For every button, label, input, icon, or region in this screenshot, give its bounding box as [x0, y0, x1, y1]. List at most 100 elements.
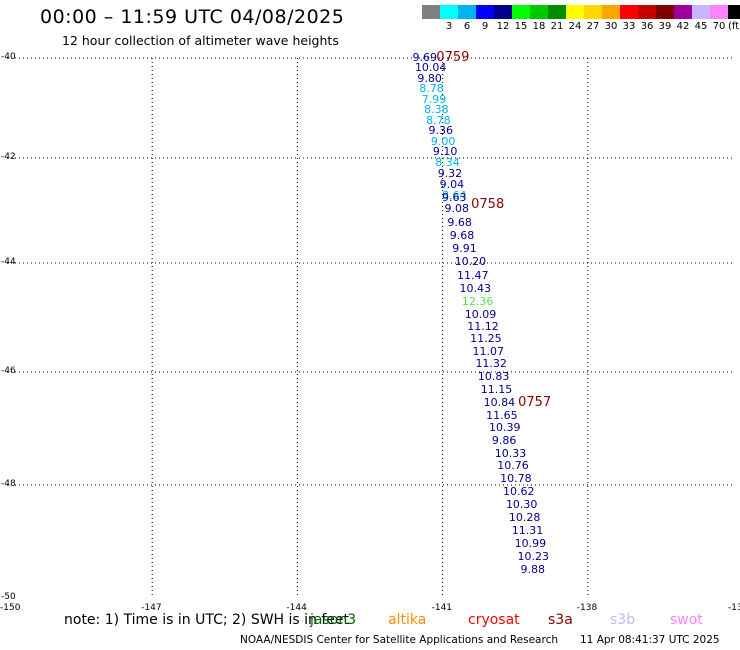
scale-label: 30 [604, 21, 618, 32]
scale-swatch [440, 5, 458, 19]
wave-height-label: 11.07 [472, 344, 505, 358]
lon-tick-label: -13 [728, 603, 740, 613]
wave-height-label: 10.39 [489, 420, 521, 434]
wave-height-label: 11.12 [467, 319, 499, 333]
scale-label: 18 [532, 21, 546, 32]
wave-height-label: 10.78 [500, 472, 532, 486]
satellite-legend-item: s3a [548, 612, 573, 628]
scale-swatch [728, 5, 740, 19]
wave-height-label: 9.69 [412, 51, 438, 64]
scale-label: 33 [622, 21, 636, 32]
wave-height-label: 9.63 [442, 190, 467, 204]
lat-tick-label: -44 [1, 257, 16, 267]
scale-swatch [620, 5, 638, 19]
wave-height-label: 10.62 [503, 485, 535, 499]
lat-tick-label: -48 [1, 479, 16, 489]
wave-height-label: 9.91 [452, 242, 477, 256]
scale-label: 6 [463, 21, 471, 32]
satellite-legend-item: jason3 [310, 612, 357, 628]
lon-tick-label: -138 [576, 603, 598, 613]
satellite-legend-item: altika [388, 612, 427, 628]
wave-height-label: 10.43 [459, 282, 491, 296]
time-marker-label: 0757 [518, 395, 552, 411]
wave-height-label: 9.86 [491, 433, 517, 447]
scale-swatch [602, 5, 620, 19]
lat-tick-label: -50 [1, 592, 16, 602]
footer-timestamp: 11 Apr 08:41:37 UTC 2025 [580, 634, 720, 646]
lat-tick-label: -40 [1, 52, 16, 62]
wave-height-label: 8.64 [442, 188, 467, 202]
wave-height-label: 8.38 [424, 103, 449, 116]
wave-height-label: 10.23 [517, 549, 550, 563]
wave-height-label: 9.10 [432, 145, 458, 158]
wave-height-label: 11.47 [457, 269, 489, 283]
scale-swatch [476, 5, 494, 19]
lon-tick-label: -144 [286, 603, 307, 613]
scale-swatch [530, 5, 548, 19]
scale-swatch [494, 5, 512, 19]
wave-height-label: 10.20 [454, 255, 487, 269]
scale-label: 21 [550, 21, 564, 32]
scale-label: 12 [496, 21, 510, 32]
wave-height-label: 8.78 [426, 113, 451, 127]
wave-height-label: 9.36 [428, 124, 454, 137]
scale-swatch [458, 5, 476, 19]
satellite-legend-item: cryosat [468, 612, 520, 628]
scale-label: 24 [568, 21, 582, 32]
time-marker-label: 0759 [436, 50, 470, 65]
wave-height-label: 9.00 [430, 134, 456, 148]
wave-height-label: 9.32 [437, 166, 463, 180]
wave-height-label: 9.04 [439, 177, 465, 191]
wave-height-label: 10.99 [514, 536, 547, 550]
wave-height-label: 11.15 [480, 382, 513, 396]
wave-height-label: 9.08 [444, 202, 469, 216]
wave-height-label: 12.36 [461, 295, 494, 309]
scale-label: 36 [640, 21, 654, 32]
scale-label: 45 [694, 21, 708, 32]
scale-swatch [548, 5, 566, 19]
wave-height-label: 11.65 [486, 408, 518, 422]
lon-tick-label: -141 [431, 603, 453, 613]
page-title: 00:00 – 11:59 UTC 04/08/2025 [40, 6, 345, 28]
scale-label: 9 [481, 21, 489, 32]
wave-height-label: 7.99 [421, 92, 447, 106]
wave-height-label: 10.76 [497, 459, 529, 473]
scale-label: 27 [586, 21, 600, 32]
time-marker-label: 0758 [471, 197, 505, 213]
lat-tick-label: -42 [1, 152, 16, 162]
wave-height-label: 9.68 [449, 229, 475, 243]
wave-height-label: 10.28 [508, 510, 541, 524]
scale-label: 42 [676, 21, 690, 32]
scale-swatch [638, 5, 656, 19]
scale-unit: (ft) [728, 21, 740, 32]
scale-swatch [422, 5, 440, 19]
wave-height-label: 9.88 [520, 562, 545, 576]
wave-height-label: 9.68 [447, 215, 472, 229]
wave-height-label: 10.33 [494, 446, 527, 460]
scale-label: 70 [712, 21, 726, 32]
scale-swatch [566, 5, 584, 19]
scale-label: 39 [658, 21, 672, 32]
page-subtitle: 12 hour collection of altimeter wave hei… [62, 33, 339, 48]
satellite-legend-item: swot [670, 612, 703, 628]
note-text: note: 1) Time is in UTC; 2) SWH is in fe… [64, 612, 350, 628]
scale-label: 3 [445, 21, 453, 32]
wave-height-label: 8.78 [419, 82, 444, 95]
scale-swatch [584, 5, 602, 19]
footer-credit: NOAA/NESDIS Center for Satellite Applica… [240, 634, 558, 646]
scale-swatch [692, 5, 710, 19]
lat-tick-label: -46 [1, 366, 16, 376]
wave-height-label: 11.32 [475, 356, 507, 370]
scale-swatch [674, 5, 692, 19]
wave-height-label: 10.04 [414, 61, 447, 74]
lon-tick-label: -147 [141, 603, 162, 613]
wave-height-label: 10.30 [505, 498, 538, 512]
wave-height-label: 9.80 [417, 71, 442, 85]
wave-height-label: 10.84 [483, 395, 516, 409]
lon-tick-label: -150 [0, 603, 21, 613]
scale-swatch [710, 5, 728, 19]
wave-height-label: 8.34 [435, 155, 460, 169]
scale-label: 15 [514, 21, 528, 32]
wave-height-label: 11.31 [511, 523, 544, 537]
